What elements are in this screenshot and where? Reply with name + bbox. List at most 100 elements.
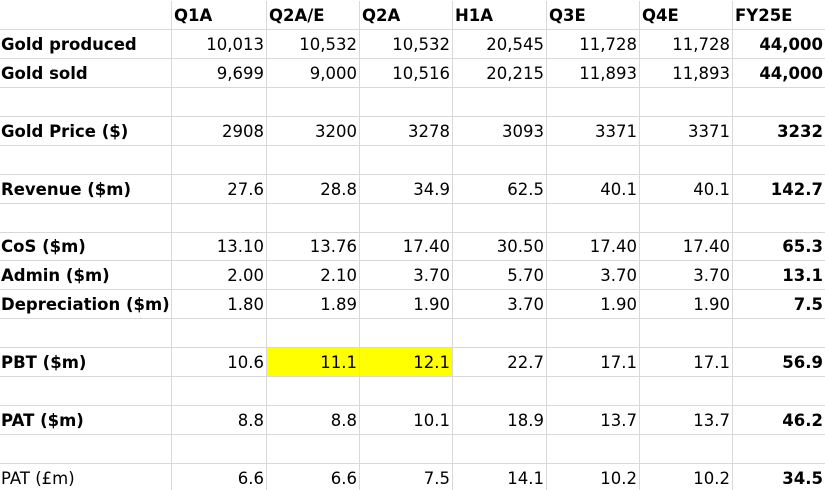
total-value-cell[interactable] [733,377,825,405]
header-cell-h1a[interactable]: H1A [453,1,547,29]
value-cell[interactable]: 3371 [547,117,640,145]
value-cell[interactable]: 13.7 [640,406,733,434]
value-cell[interactable]: 30.50 [453,232,547,260]
value-cell[interactable] [547,146,640,174]
total-value-cell[interactable]: 7.5 [793,295,823,314]
value-cell[interactable]: 9,699 [172,59,267,87]
row-label-cell[interactable]: Gold produced [0,30,172,58]
value-cell[interactable] [640,204,733,232]
row-label-cell[interactable]: Admin ($m) [0,261,172,289]
value-cell[interactable]: 13.76 [267,232,360,260]
value-cell[interactable]: 9,000 [267,59,360,87]
value-cell[interactable]: 10,532 [267,30,360,58]
value-cell[interactable]: 62.5 [453,175,547,203]
value-cell[interactable] [453,319,547,347]
value-cell[interactable]: 27.6 [172,175,267,203]
value-cell[interactable] [453,377,547,405]
value-cell[interactable]: 34.9 [360,175,453,203]
value-cell[interactable]: 14.1 [453,464,547,490]
value-cell[interactable]: 1.90 [640,290,733,318]
value-cell[interactable]: 10,013 [172,30,267,58]
value-cell[interactable]: 3.70 [640,261,733,289]
row-label-cell[interactable]: Gold Price ($) [0,117,172,145]
value-cell[interactable] [640,377,733,405]
value-cell[interactable] [453,204,547,232]
row-label-cell[interactable] [0,377,172,405]
value-cell[interactable] [267,377,360,405]
total-value-cell[interactable]: 13.1 [782,266,823,285]
value-cell[interactable]: 13.10 [172,232,267,260]
value-cell[interactable] [640,435,733,463]
row-label-cell[interactable]: PAT (£m) [0,464,172,490]
value-cell[interactable] [547,377,640,405]
total-value-cell[interactable]: 46.2 [782,411,823,430]
total-value-cell[interactable]: 44,000 [759,35,823,54]
value-cell[interactable] [267,319,360,347]
total-value-cell[interactable]: 44,000 [759,64,823,83]
value-cell[interactable]: 10.2 [640,464,733,490]
value-cell[interactable]: 10,532 [360,30,453,58]
value-cell[interactable]: 17.40 [640,232,733,260]
value-cell[interactable]: 6.6 [172,464,267,490]
value-cell[interactable]: 10.1 [360,406,453,434]
value-cell[interactable] [360,377,453,405]
value-cell[interactable] [172,204,267,232]
value-cell[interactable]: 12.1 [360,348,453,376]
row-label-cell[interactable]: Depreciation ($m) [0,290,172,318]
value-cell[interactable]: 11,893 [640,59,733,87]
value-cell[interactable]: 10.6 [172,348,267,376]
total-value-cell[interactable] [733,319,825,347]
value-cell[interactable]: 3.70 [453,290,547,318]
value-cell[interactable] [640,88,733,116]
value-cell[interactable]: 6.6 [267,464,360,490]
row-label-cell[interactable]: PBT ($m) [0,348,172,376]
value-cell[interactable]: 17.40 [547,232,640,260]
total-value-cell[interactable]: 34.5 [782,469,823,488]
total-value-cell[interactable] [733,435,825,463]
value-cell[interactable]: 2.10 [267,261,360,289]
value-cell[interactable] [172,377,267,405]
total-value-cell[interactable]: 142.7 [770,180,823,199]
row-label-cell[interactable] [0,146,172,174]
value-cell[interactable] [360,435,453,463]
total-value-cell[interactable]: 56.9 [782,353,823,372]
value-cell[interactable]: 8.8 [172,406,267,434]
value-cell[interactable] [267,204,360,232]
value-cell[interactable]: 1.80 [172,290,267,318]
value-cell[interactable]: 40.1 [640,175,733,203]
row-label-cell[interactable]: CoS ($m) [0,232,172,260]
total-value-cell[interactable] [733,204,825,232]
value-cell[interactable] [360,204,453,232]
row-label-cell[interactable] [0,204,172,232]
value-cell[interactable]: 2.00 [172,261,267,289]
value-cell[interactable]: 11,728 [640,30,733,58]
value-cell[interactable]: 2908 [172,117,267,145]
value-cell[interactable] [547,319,640,347]
row-label-cell[interactable]: Gold sold [0,59,172,87]
row-label-cell[interactable] [0,319,172,347]
value-cell[interactable]: 1.90 [547,290,640,318]
total-value-cell[interactable]: 3232 [777,122,823,141]
value-cell[interactable]: 3.70 [547,261,640,289]
value-cell[interactable]: 11,893 [547,59,640,87]
value-cell[interactable]: 1.89 [267,290,360,318]
value-cell[interactable]: 3200 [267,117,360,145]
value-cell[interactable]: 1.90 [360,290,453,318]
value-cell[interactable]: 22.7 [453,348,547,376]
value-cell[interactable]: 10,516 [360,59,453,87]
value-cell[interactable] [172,319,267,347]
header-cell-fy25e[interactable]: FY25E [735,6,793,25]
value-cell[interactable]: 20,545 [453,30,547,58]
value-cell[interactable]: 18.9 [453,406,547,434]
total-value-cell[interactable] [733,88,825,116]
value-cell[interactable]: 8.8 [267,406,360,434]
header-cell-q3e[interactable]: Q3E [547,1,640,29]
value-cell[interactable] [267,435,360,463]
value-cell[interactable] [453,435,547,463]
value-cell[interactable] [640,146,733,174]
value-cell[interactable] [360,88,453,116]
value-cell[interactable]: 7.5 [360,464,453,490]
header-cell-q2a[interactable]: Q2A [360,1,453,29]
row-label-cell[interactable] [0,88,172,116]
value-cell[interactable]: 40.1 [547,175,640,203]
